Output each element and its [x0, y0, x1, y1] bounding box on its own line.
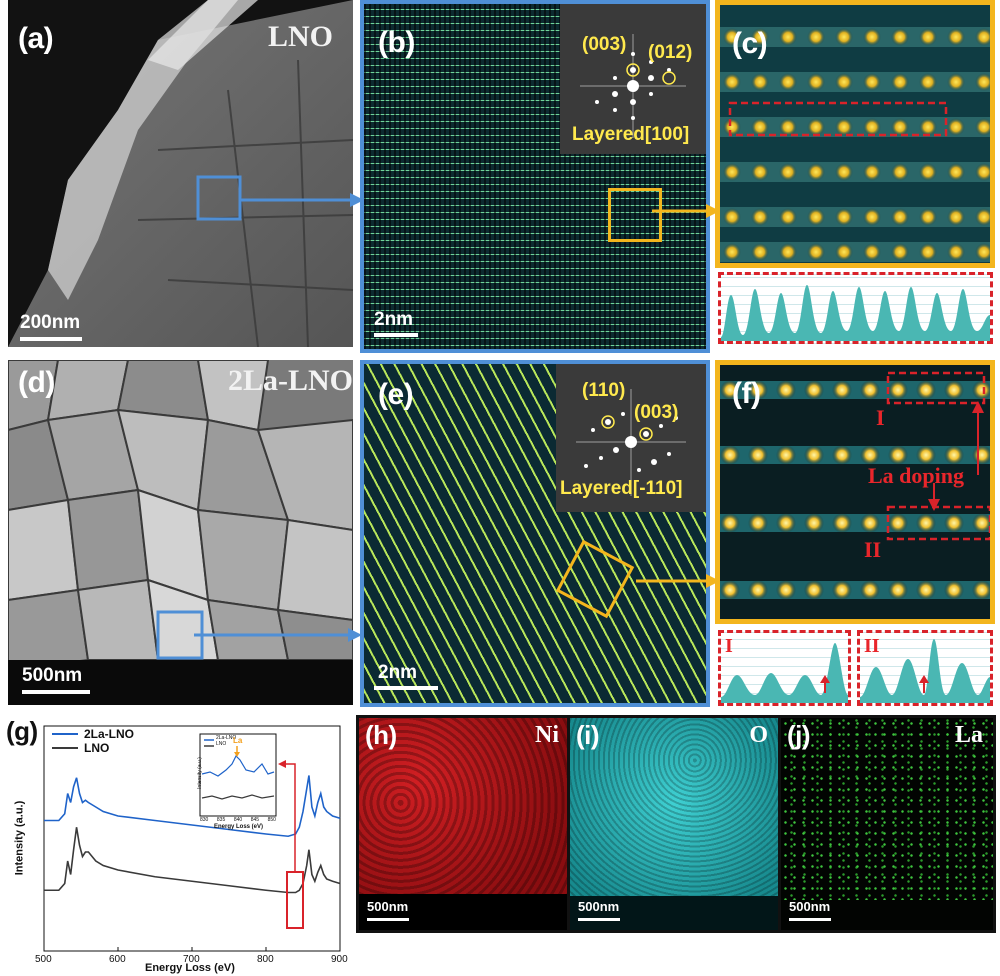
- element-label-la: La: [954, 722, 983, 748]
- scale-bar-j: [789, 918, 831, 921]
- legend-label-lno: LNO: [84, 741, 110, 755]
- inset-x-ticks: 830 835 840 845 850: [200, 817, 276, 823]
- profile-c: [718, 272, 993, 344]
- legend-label-2la-lno: 2La-LNO: [84, 727, 135, 741]
- zone-axis-b: Layered[100]: [572, 124, 690, 145]
- x-tick-label-900: 900: [331, 954, 348, 965]
- fft-inset-b: (003) (012) Layered[100]: [560, 4, 706, 154]
- fft-spot-003-e: (003): [634, 402, 679, 423]
- scale-text-b: 2nm: [374, 309, 414, 330]
- inset-legend-lno: LNO: [216, 741, 227, 747]
- inset-tick-3: 845: [250, 817, 260, 823]
- fft-inset-e: (110) (003) Layered[-110]: [556, 364, 706, 512]
- inset-series-2la-lno: [201, 754, 275, 777]
- inset-annotation-la: La: [233, 736, 243, 745]
- scale-text-a: 200nm: [20, 312, 81, 333]
- panel-label-b: (b): [378, 26, 415, 59]
- inset-frame: [199, 733, 277, 817]
- panel-e-hrtem: (110) (003) Layered[-110] (e) 2nm: [360, 360, 710, 707]
- panel-a-sem-lno: (a) LNO 200nm: [8, 0, 353, 347]
- inset-y-title: Intensity (a.u.): [196, 757, 203, 789]
- atom-rows-f: [720, 371, 990, 600]
- profile-f-I: I: [718, 630, 851, 706]
- scale-bar-a: [20, 337, 82, 341]
- inset-tick-1: 835: [216, 817, 226, 823]
- fft-spot-110-e: (110): [582, 380, 626, 401]
- element-label-o: O: [749, 722, 768, 748]
- scale-bar-h: [367, 918, 409, 921]
- series-line-lno: [44, 827, 341, 894]
- panel-label-h: (h): [365, 720, 397, 750]
- profile-curve-c: [721, 285, 990, 341]
- panel-label-i: (i): [576, 720, 600, 750]
- la-edge-highlight: [286, 871, 304, 929]
- x-tick-label-500: 500: [35, 954, 52, 965]
- inset-tick-0: 830: [200, 817, 209, 823]
- roi-box-b: [608, 188, 662, 242]
- material-label-lno: LNO: [268, 20, 334, 53]
- panel-label-j: (j): [787, 720, 811, 750]
- arrow-a-to-b: [240, 193, 364, 207]
- inset-tick-4: 850: [267, 817, 276, 823]
- fft-spot-012-b: (012): [648, 42, 693, 63]
- material-label-2la-lno: 2La-LNO: [228, 364, 353, 397]
- panel-d-sem-2la-lno: (d) 2La-LNO 500nm: [8, 360, 353, 705]
- zone-axis-e: Layered[-110]: [560, 478, 683, 499]
- scale-bar-b: [374, 333, 418, 337]
- series-line-2la-lno: [44, 775, 341, 838]
- scale-text-h: 500nm: [367, 899, 409, 914]
- inset-series-lno: [201, 794, 275, 800]
- eds-map-o: (i) O 500nm: [570, 718, 778, 930]
- panel-label-f: (f): [732, 377, 761, 410]
- y-axis-title: Intensity (a.u.): [13, 800, 26, 876]
- panel-f-zoom: (f) I La doping II: [715, 360, 995, 624]
- profile-label-II: II: [864, 635, 880, 657]
- sem-image-a: [8, 0, 353, 347]
- eds-map-la: (j) La 500nm: [781, 718, 993, 930]
- x-tick-label-700: 700: [183, 954, 200, 965]
- panel-c-zoom: (c): [715, 0, 995, 268]
- eds-map-ni: (h) Ni 500nm: [359, 718, 567, 930]
- eels-plot: [43, 725, 341, 952]
- region-label-I: I: [876, 405, 885, 430]
- scale-text-e: 2nm: [378, 662, 418, 683]
- profile-label-I: I: [725, 635, 733, 657]
- inset-pointer-arrow: [284, 763, 296, 872]
- panel-label-c: (c): [732, 27, 768, 60]
- scale-bar-i: [578, 918, 620, 921]
- x-tick-label-800: 800: [257, 954, 274, 965]
- element-label-ni: Ni: [535, 722, 559, 748]
- profile-f-II: II: [857, 630, 993, 706]
- inset-x-title: Energy Loss (eV): [214, 824, 264, 830]
- inset-legend-2la-lno: 2La-LNO: [216, 735, 237, 741]
- arrow-b-to-c: [652, 204, 720, 218]
- profile-curve-f-I: [721, 643, 848, 703]
- panel-label-d: (d): [18, 366, 55, 399]
- scale-text-j: 500nm: [789, 899, 831, 914]
- la-doping-label: La doping: [868, 463, 964, 488]
- panel-label-g: (g): [6, 716, 38, 746]
- sem-image-d: [8, 360, 353, 705]
- scale-text-d: 500nm: [22, 665, 83, 686]
- panel-b-hrtem: (003) (012) Layered[100] (b) 2nm: [360, 0, 710, 353]
- arrow-e-to-f: [636, 574, 720, 588]
- atom-rows-c: [720, 27, 990, 262]
- arrow-d-to-e: [194, 628, 362, 642]
- x-axis-title: Energy Loss (eV): [145, 962, 235, 974]
- x-tick-label-600: 600: [109, 954, 126, 965]
- profile-curve-f-II: [860, 639, 990, 703]
- scale-text-i: 500nm: [578, 899, 620, 914]
- panel-label-a: (a): [18, 22, 54, 55]
- inset-tick-2: 840: [233, 817, 243, 823]
- eds-map-frame: (h) Ni 500nm (i) O 500nm (j) La 500nm: [356, 715, 996, 933]
- panel-g-eels-chart: (g) 2La-LNO LNO Energy Loss (eV) Intensi…: [0, 712, 350, 976]
- scale-bar-e: [374, 686, 438, 690]
- panel-label-e: (e): [378, 378, 414, 411]
- scale-bar-d: [22, 690, 90, 694]
- region-label-II: II: [864, 537, 882, 562]
- fft-spot-003-b: (003): [582, 34, 627, 55]
